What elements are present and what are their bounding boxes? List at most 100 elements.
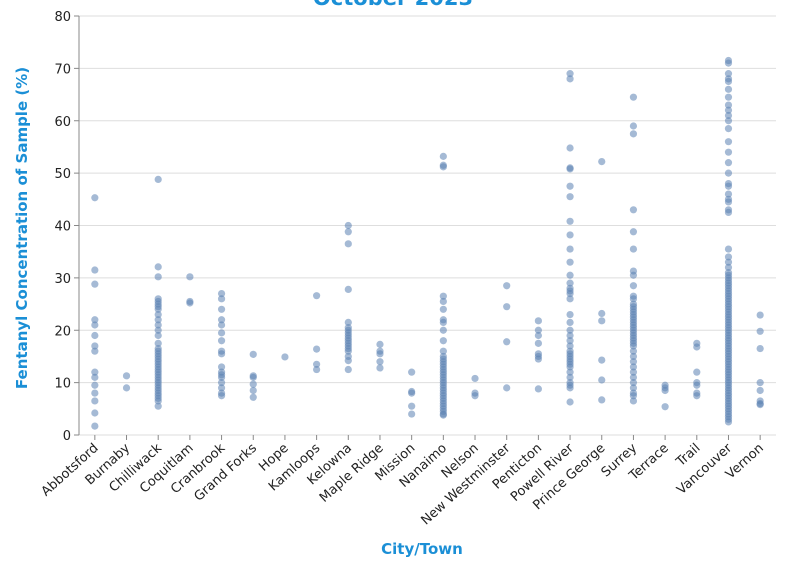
data-point <box>724 258 733 266</box>
data-point <box>439 163 447 171</box>
data-point <box>344 365 352 374</box>
data-point <box>629 122 638 130</box>
data-point <box>724 111 733 120</box>
data-point <box>566 231 574 239</box>
data-point <box>91 389 99 397</box>
data-point <box>154 263 162 271</box>
data-point <box>91 316 99 324</box>
data-point <box>217 321 226 329</box>
data-point <box>91 321 99 329</box>
data-point <box>439 152 447 160</box>
data-point <box>154 397 162 405</box>
data-point <box>313 365 321 374</box>
data-point <box>154 273 162 281</box>
data-point <box>629 271 638 279</box>
data-point <box>566 165 574 173</box>
data-point <box>566 289 574 298</box>
data-point <box>566 217 574 225</box>
data-point <box>756 379 764 387</box>
data-point <box>408 410 416 418</box>
data-point <box>217 316 226 324</box>
data-point <box>249 386 257 395</box>
data-point <box>629 130 638 138</box>
data-point <box>693 392 701 400</box>
data-point <box>471 374 479 383</box>
y-tick-label: 10 <box>54 377 71 392</box>
data-point <box>629 379 638 387</box>
data-point <box>629 358 638 366</box>
data-point <box>693 368 701 376</box>
data-point <box>344 221 352 230</box>
y-tick-label: 60 <box>54 115 71 130</box>
data-point <box>186 299 194 307</box>
data-point <box>439 318 447 326</box>
y-tick-label: 70 <box>54 62 71 77</box>
data-point <box>91 342 99 350</box>
data-point <box>629 352 638 361</box>
data-point <box>439 347 447 355</box>
data-point <box>534 355 542 363</box>
y-tick-label: 80 <box>54 10 71 25</box>
data-point <box>566 331 574 340</box>
data-point <box>566 193 574 201</box>
data-point <box>439 305 447 313</box>
data-point <box>724 148 733 156</box>
data-point <box>154 316 162 324</box>
data-point <box>217 350 226 358</box>
data-point <box>471 392 479 400</box>
data-point <box>724 198 733 206</box>
data-point <box>629 392 638 400</box>
data-point <box>186 273 194 281</box>
data-point <box>408 389 416 397</box>
data-point <box>154 326 162 334</box>
data-point <box>629 342 638 350</box>
data-point <box>724 101 733 109</box>
data-point <box>91 422 99 430</box>
y-tick-label: 50 <box>54 167 71 182</box>
data-point <box>249 350 257 358</box>
data-point <box>724 245 733 253</box>
data-point <box>598 356 606 364</box>
data-point <box>566 279 574 287</box>
data-point <box>598 376 606 384</box>
data-point <box>629 228 638 236</box>
data-point <box>724 85 733 93</box>
data-point <box>756 344 764 353</box>
data-point <box>376 340 384 348</box>
data-point <box>629 384 638 392</box>
data-point <box>566 258 574 266</box>
data-point <box>629 295 638 303</box>
data-point <box>344 240 352 248</box>
data-point <box>249 380 257 388</box>
data-point <box>566 326 574 334</box>
data-point <box>91 194 99 202</box>
data-point <box>724 59 733 67</box>
data-point <box>217 295 226 303</box>
data-point <box>344 347 352 355</box>
data-point <box>566 363 574 371</box>
data-point <box>91 368 99 376</box>
data-point <box>154 305 162 313</box>
data-point <box>91 373 99 381</box>
data-point <box>154 310 162 319</box>
data-point <box>313 360 321 368</box>
data-point <box>724 125 733 133</box>
data-point <box>724 93 733 101</box>
data-point <box>122 384 131 392</box>
data-point <box>91 266 99 274</box>
data-point <box>566 373 574 381</box>
data-point <box>154 331 162 340</box>
data-point <box>756 386 764 395</box>
data-point <box>598 309 606 318</box>
y-tick-label: 30 <box>54 272 71 287</box>
data-point <box>217 392 226 400</box>
y-tick-label: 20 <box>54 324 71 339</box>
data-point <box>724 182 733 190</box>
data-point <box>91 409 99 417</box>
data-point <box>344 357 352 365</box>
data-point <box>724 77 733 86</box>
data-point <box>503 384 511 392</box>
y-axis-label: Fentanyl Concentration of Sample (%) <box>13 66 31 390</box>
data-point <box>217 305 226 313</box>
